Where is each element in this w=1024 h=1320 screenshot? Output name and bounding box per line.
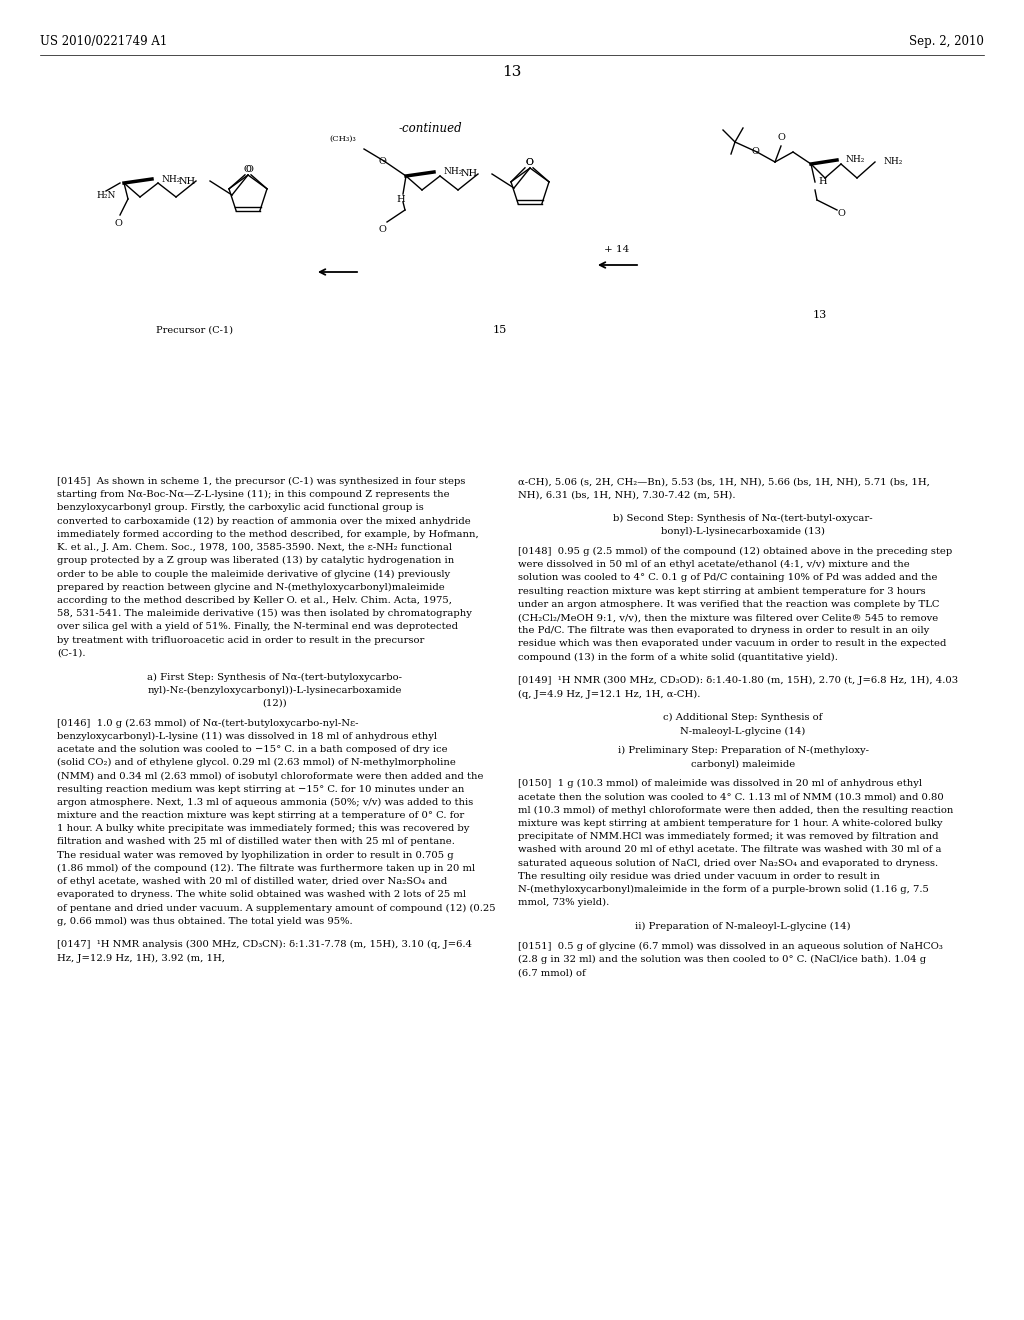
Text: NH: NH: [461, 169, 478, 178]
Text: (solid CO₂) and of ethylene glycol. 0.29 ml (2.63 mmol) of N-methylmorpholine: (solid CO₂) and of ethylene glycol. 0.29…: [57, 758, 456, 767]
Text: O: O: [378, 226, 386, 235]
Text: washed with around 20 ml of ethyl acetate. The filtrate was washed with 30 ml of: washed with around 20 ml of ethyl acetat…: [518, 845, 941, 854]
Text: O: O: [525, 158, 532, 168]
Text: [0148]  0.95 g (2.5 mmol) of the compound (12) obtained above in the preceding s: [0148] 0.95 g (2.5 mmol) of the compound…: [518, 546, 952, 556]
Text: residue which was then evaporated under vacuum in order to result in the expecte: residue which was then evaporated under …: [518, 639, 946, 648]
Text: O: O: [378, 157, 386, 165]
Text: H₂N: H₂N: [96, 190, 116, 199]
Text: O: O: [525, 158, 532, 168]
Text: of ethyl acetate, washed with 20 ml of distilled water, dried over Na₂SO₄ and: of ethyl acetate, washed with 20 ml of d…: [57, 876, 447, 886]
Text: acetate and the solution was cooled to −15° C. in a bath composed of dry ice: acetate and the solution was cooled to −…: [57, 744, 447, 754]
Text: were dissolved in 50 ml of an ethyl acetate/ethanol (4:1, v/v) mixture and the: were dissolved in 50 ml of an ethyl acet…: [518, 560, 909, 569]
Text: i) Preliminary Step: Preparation of N-(methyloxy-: i) Preliminary Step: Preparation of N-(m…: [617, 746, 868, 755]
Text: (12)): (12)): [262, 698, 287, 708]
Text: b) Second Step: Synthesis of Nα-(tert-butyl-oxycar-: b) Second Step: Synthesis of Nα-(tert-bu…: [613, 513, 872, 523]
Text: [0151]  0.5 g of glycine (6.7 mmol) was dissolved in an aqueous solution of NaHC: [0151] 0.5 g of glycine (6.7 mmol) was d…: [518, 941, 943, 950]
Text: 13: 13: [503, 65, 521, 79]
Text: 15: 15: [493, 325, 507, 335]
Text: bonyl)-L-lysinecarboxamide (13): bonyl)-L-lysinecarboxamide (13): [662, 527, 825, 536]
Text: 58, 531-541. The maleimide derivative (15) was then isolated by chromatography: 58, 531-541. The maleimide derivative (1…: [57, 609, 472, 618]
Text: mmol, 73% yield).: mmol, 73% yield).: [518, 898, 609, 907]
Text: 1 hour. A bulky white precipitate was immediately formed; this was recovered by: 1 hour. A bulky white precipitate was im…: [57, 824, 469, 833]
Text: ml (10.3 mmol) of methyl chloroformate were then added, then the resulting react: ml (10.3 mmol) of methyl chloroformate w…: [518, 805, 953, 814]
Text: immediately formed according to the method described, for example, by Hofmann,: immediately formed according to the meth…: [57, 529, 479, 539]
Text: group protected by a Z group was liberated (13) by catalytic hydrogenation in: group protected by a Z group was liberat…: [57, 556, 455, 565]
Text: Hz, J=12.9 Hz, 1H), 3.92 (m, 1H,: Hz, J=12.9 Hz, 1H), 3.92 (m, 1H,: [57, 953, 225, 962]
Text: benzyloxycarbonyl group. Firstly, the carboxylic acid functional group is: benzyloxycarbonyl group. Firstly, the ca…: [57, 503, 424, 512]
Text: ii) Preparation of N-maleoyl-L-glycine (14): ii) Preparation of N-maleoyl-L-glycine (…: [635, 921, 851, 931]
Text: filtration and washed with 25 ml of distilled water then with 25 ml of pentane.: filtration and washed with 25 ml of dist…: [57, 837, 455, 846]
Text: over silica gel with a yield of 51%. Finally, the N-terminal end was deprotected: over silica gel with a yield of 51%. Fin…: [57, 622, 458, 631]
Text: (1.86 mmol) of the compound (12). The filtrate was furthermore taken up in 20 ml: (1.86 mmol) of the compound (12). The fi…: [57, 863, 475, 873]
Text: (C-1).: (C-1).: [57, 648, 85, 657]
Text: O: O: [837, 210, 845, 219]
Text: c) Additional Step: Synthesis of: c) Additional Step: Synthesis of: [664, 713, 822, 722]
Text: O: O: [751, 148, 759, 157]
Text: NH), 6.31 (bs, 1H, NH), 7.30-7.42 (m, 5H).: NH), 6.31 (bs, 1H, NH), 7.30-7.42 (m, 5H…: [518, 490, 735, 499]
Text: NH: NH: [179, 177, 196, 186]
Text: by treatment with trifluoroacetic acid in order to result in the precursor: by treatment with trifluoroacetic acid i…: [57, 635, 424, 644]
Text: The resulting oily residue was dried under vacuum in order to result in: The resulting oily residue was dried und…: [518, 871, 880, 880]
Text: g, 0.66 mmol) was thus obtained. The total yield was 95%.: g, 0.66 mmol) was thus obtained. The tot…: [57, 916, 352, 925]
Text: O: O: [245, 165, 253, 174]
Text: Sep. 2, 2010: Sep. 2, 2010: [909, 36, 984, 49]
Text: H: H: [818, 177, 827, 186]
Text: O: O: [243, 165, 251, 174]
Text: acetate then the solution was cooled to 4° C. 1.13 ml of NMM (10.3 mmol) and 0.8: acetate then the solution was cooled to …: [518, 792, 944, 801]
Text: NH₂: NH₂: [883, 157, 902, 166]
Text: N-maleoyl-L-glycine (14): N-maleoyl-L-glycine (14): [680, 726, 806, 735]
Text: K. et al., J. Am. Chem. Soc., 1978, 100, 3585-3590. Next, the ε-NH₂ functional: K. et al., J. Am. Chem. Soc., 1978, 100,…: [57, 543, 452, 552]
Text: precipitate of NMM.HCl was immediately formed; it was removed by filtration and: precipitate of NMM.HCl was immediately f…: [518, 832, 939, 841]
Text: a) First Step: Synthesis of Nα-(tert-butyloxycarbo-: a) First Step: Synthesis of Nα-(tert-but…: [147, 672, 402, 681]
Text: + 14: + 14: [604, 246, 630, 255]
Text: benzyloxycarbonyl)-L-lysine (11) was dissolved in 18 ml of anhydrous ethyl: benzyloxycarbonyl)-L-lysine (11) was dis…: [57, 731, 437, 741]
Text: US 2010/0221749 A1: US 2010/0221749 A1: [40, 36, 167, 49]
Text: compound (13) in the form of a white solid (quantitative yield).: compound (13) in the form of a white sol…: [518, 652, 838, 661]
Text: mixture and the reaction mixture was kept stirring at a temperature of 0° C. for: mixture and the reaction mixture was kep…: [57, 810, 464, 820]
Text: (CH₂Cl₂/MeOH 9:1, v/v), then the mixture was filtered over Celite® 545 to remove: (CH₂Cl₂/MeOH 9:1, v/v), then the mixture…: [518, 612, 938, 622]
Text: resulting reaction medium was kept stirring at −15° C. for 10 minutes under an: resulting reaction medium was kept stirr…: [57, 784, 464, 793]
Text: evaporated to dryness. The white solid obtained was washed with 2 lots of 25 ml: evaporated to dryness. The white solid o…: [57, 890, 466, 899]
Text: nyl)-Nε-(benzyloxycarbonyl))-L-lysinecarboxamide: nyl)-Nε-(benzyloxycarbonyl))-L-lysinecar…: [147, 685, 401, 694]
Text: The residual water was removed by lyophilization in order to result in 0.705 g: The residual water was removed by lyophi…: [57, 850, 454, 859]
Text: (NMM) and 0.34 ml (2.63 mmol) of isobutyl chloroformate were then added and the: (NMM) and 0.34 ml (2.63 mmol) of isobuty…: [57, 771, 483, 780]
Text: -continued: -continued: [398, 121, 462, 135]
Text: the Pd/C. The filtrate was then evaporated to dryness in order to result in an o: the Pd/C. The filtrate was then evaporat…: [518, 626, 929, 635]
Text: of pentane and dried under vacuum. A supplementary amount of compound (12) (0.25: of pentane and dried under vacuum. A sup…: [57, 903, 496, 912]
Text: carbonyl) maleimide: carbonyl) maleimide: [691, 759, 795, 768]
Text: saturated aqueous solution of NaCl, dried over Na₂SO₄ and evaporated to dryness.: saturated aqueous solution of NaCl, drie…: [518, 858, 938, 867]
Text: [0145]  As shown in scheme 1, the precursor (C-1) was synthesized in four steps: [0145] As shown in scheme 1, the precurs…: [57, 477, 465, 486]
Text: (2.8 g in 32 ml) and the solution was then cooled to 0° C. (NaCl/ice bath). 1.04: (2.8 g in 32 ml) and the solution was th…: [518, 954, 926, 964]
Text: argon atmosphere. Next, 1.3 ml of aqueous ammonia (50%; v/v) was added to this: argon atmosphere. Next, 1.3 ml of aqueou…: [57, 797, 473, 807]
Text: under an argon atmosphere. It was verified that the reaction was complete by TLC: under an argon atmosphere. It was verifi…: [518, 599, 939, 609]
Text: prepared by reaction between glycine and N-(methyloxycarbonyl)maleimide: prepared by reaction between glycine and…: [57, 582, 444, 591]
Text: H: H: [396, 194, 406, 203]
Text: N-(methyloxycarbonyl)maleimide in the form of a purple-brown solid (1.16 g, 7.5: N-(methyloxycarbonyl)maleimide in the fo…: [518, 884, 929, 894]
Text: O: O: [114, 219, 122, 227]
Text: (CH₃)₃: (CH₃)₃: [330, 135, 356, 143]
Text: resulting reaction mixture was kept stirring at ambient temperature for 3 hours: resulting reaction mixture was kept stir…: [518, 586, 926, 595]
Text: mixture was kept stirring at ambient temperature for 1 hour. A white-colored bul: mixture was kept stirring at ambient tem…: [518, 818, 942, 828]
Text: order to be able to couple the maleimide derivative of glycine (14) previously: order to be able to couple the maleimide…: [57, 569, 451, 578]
Text: [0147]  ¹H NMR analysis (300 MHz, CD₃CN): δ:1.31-7.78 (m, 15H), 3.10 (q, J=6.4: [0147] ¹H NMR analysis (300 MHz, CD₃CN):…: [57, 940, 472, 949]
Text: according to the method described by Keller O. et al., Helv. Chim. Acta, 1975,: according to the method described by Kel…: [57, 595, 452, 605]
Text: (q, J=4.9 Hz, J=12.1 Hz, 1H, α-CH).: (q, J=4.9 Hz, J=12.1 Hz, 1H, α-CH).: [518, 689, 700, 698]
Text: converted to carboxamide (12) by reaction of ammonia over the mixed anhydride: converted to carboxamide (12) by reactio…: [57, 516, 471, 525]
Text: NH₂: NH₂: [845, 156, 864, 165]
Text: (6.7 mmol) of: (6.7 mmol) of: [518, 968, 586, 977]
Text: starting from Nα-Boc-Nα—Z-L-lysine (11); in this compound Z represents the: starting from Nα-Boc-Nα—Z-L-lysine (11);…: [57, 490, 450, 499]
Text: 13: 13: [813, 310, 827, 319]
Text: O: O: [777, 133, 785, 143]
Text: α-CH), 5.06 (s, 2H, CH₂—Bn), 5.53 (bs, 1H, NH), 5.66 (bs, 1H, NH), 5.71 (bs, 1H,: α-CH), 5.06 (s, 2H, CH₂—Bn), 5.53 (bs, 1…: [518, 477, 930, 486]
Text: solution was cooled to 4° C. 0.1 g of Pd/C containing 10% of Pd was added and th: solution was cooled to 4° C. 0.1 g of Pd…: [518, 573, 938, 582]
Text: [0149]  ¹H NMR (300 MHz, CD₃OD): δ:1.40-1.80 (m, 15H), 2.70 (t, J=6.8 Hz, 1H), 4: [0149] ¹H NMR (300 MHz, CD₃OD): δ:1.40-1…: [518, 676, 958, 685]
Text: NH₂: NH₂: [162, 174, 181, 183]
Text: Precursor (C-1): Precursor (C-1): [157, 326, 233, 334]
Text: [0146]  1.0 g (2.63 mmol) of Nα-(tert-butyloxycarbo-nyl-Nε-: [0146] 1.0 g (2.63 mmol) of Nα-(tert-but…: [57, 718, 358, 727]
Text: NH₂: NH₂: [444, 168, 464, 177]
Text: [0150]  1 g (10.3 mmol) of maleimide was dissolved in 20 ml of anhydrous ethyl: [0150] 1 g (10.3 mmol) of maleimide was …: [518, 779, 922, 788]
